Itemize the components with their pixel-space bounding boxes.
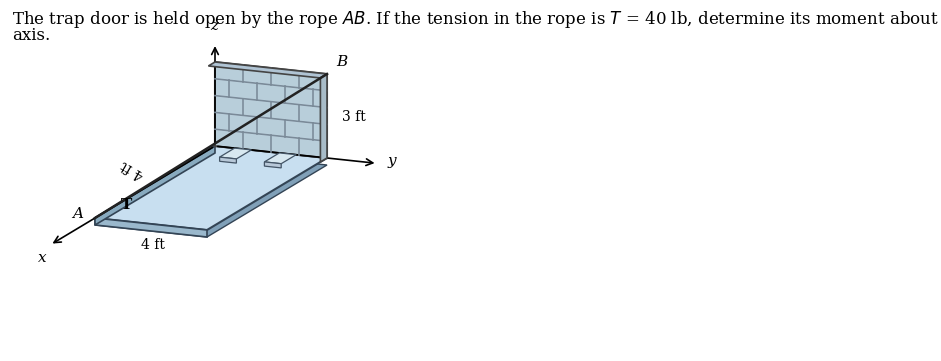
Polygon shape xyxy=(264,153,296,164)
Polygon shape xyxy=(219,157,236,163)
Polygon shape xyxy=(230,115,256,132)
Polygon shape xyxy=(219,148,251,159)
Polygon shape xyxy=(320,74,327,162)
Polygon shape xyxy=(215,113,228,130)
Polygon shape xyxy=(215,97,242,114)
Polygon shape xyxy=(272,103,298,120)
Polygon shape xyxy=(230,81,256,99)
Polygon shape xyxy=(286,87,312,105)
Polygon shape xyxy=(300,106,327,123)
Polygon shape xyxy=(264,162,281,168)
Text: B: B xyxy=(336,55,347,69)
Polygon shape xyxy=(215,62,327,158)
Polygon shape xyxy=(244,100,270,117)
Polygon shape xyxy=(258,118,284,136)
Text: x: x xyxy=(38,251,46,265)
Text: 4 ft: 4 ft xyxy=(120,158,147,182)
Polygon shape xyxy=(95,153,327,237)
Polygon shape xyxy=(314,90,327,106)
Polygon shape xyxy=(272,69,298,87)
Polygon shape xyxy=(215,80,228,96)
Polygon shape xyxy=(272,136,298,154)
Polygon shape xyxy=(258,84,284,102)
Polygon shape xyxy=(95,146,215,225)
Polygon shape xyxy=(314,124,327,140)
Text: axis.: axis. xyxy=(12,27,50,44)
Polygon shape xyxy=(300,139,327,157)
Polygon shape xyxy=(95,146,327,230)
Text: z: z xyxy=(210,19,218,33)
Text: 4 ft: 4 ft xyxy=(141,238,165,252)
Text: 3 ft: 3 ft xyxy=(342,110,365,124)
Polygon shape xyxy=(244,133,270,151)
Polygon shape xyxy=(300,72,327,90)
Polygon shape xyxy=(244,66,270,84)
Polygon shape xyxy=(215,130,242,148)
Polygon shape xyxy=(215,63,242,81)
Polygon shape xyxy=(208,62,327,78)
Text: A: A xyxy=(72,207,83,221)
Polygon shape xyxy=(286,121,312,139)
Text: The trap door is held open by the rope $AB$. If the tension in the rope is $T$ =: The trap door is held open by the rope $… xyxy=(12,9,941,30)
Text: T: T xyxy=(121,198,133,212)
Text: y: y xyxy=(388,155,396,168)
Polygon shape xyxy=(95,218,207,237)
